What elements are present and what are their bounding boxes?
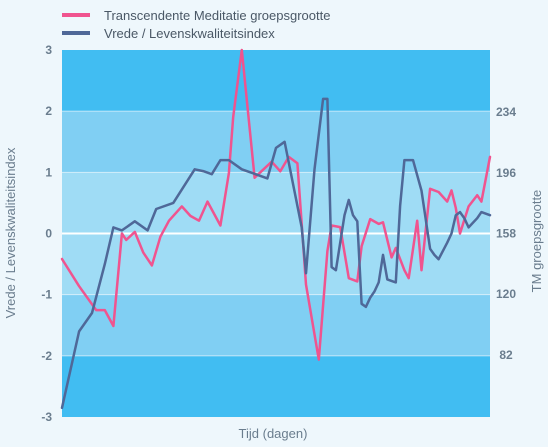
left-axis-title: Vrede / Levenskwaliteitsindex: [3, 147, 18, 318]
right-tick-3: 196: [496, 166, 516, 180]
right-axis-title: TM groepsgrootte: [529, 190, 544, 293]
legend-swatch-vrede: [62, 31, 90, 35]
series-line-1: [60, 97, 492, 410]
left-tick-0: -3: [41, 410, 52, 424]
right-tick-1: 120: [496, 287, 516, 301]
left-tick-3: 0: [45, 227, 52, 241]
left-tick-6: 3: [45, 43, 52, 57]
right-axis-ticks: 82 120 158 196 234: [496, 105, 516, 362]
band-1: [62, 294, 490, 356]
band-5: [62, 50, 490, 112]
legend-label-vrede: Vrede / Levenskwaliteitsindex: [104, 26, 275, 41]
left-tick-1: -2: [41, 349, 52, 363]
chart-lines: [60, 48, 492, 410]
series-line-0: [60, 48, 492, 361]
legend-label-tm: Transcendente Meditatie groepsgrootte: [104, 8, 330, 23]
right-tick-4: 234: [496, 105, 516, 119]
band-2: [62, 233, 490, 295]
band-0: [62, 355, 490, 417]
legend: Transcendente Meditatie groepsgrootte Vr…: [62, 8, 330, 41]
left-axis-ticks: -3 -2 -1 0 1 2 3: [41, 43, 52, 424]
left-tick-4: 1: [45, 165, 52, 179]
legend-swatch-tm: [62, 13, 90, 17]
left-tick-5: 2: [45, 104, 52, 118]
x-axis-title: Tijd (dagen): [239, 426, 308, 441]
right-tick-2: 158: [496, 227, 516, 241]
right-tick-0: 82: [499, 348, 513, 362]
band-4: [62, 111, 490, 173]
left-tick-2: -1: [41, 288, 52, 302]
